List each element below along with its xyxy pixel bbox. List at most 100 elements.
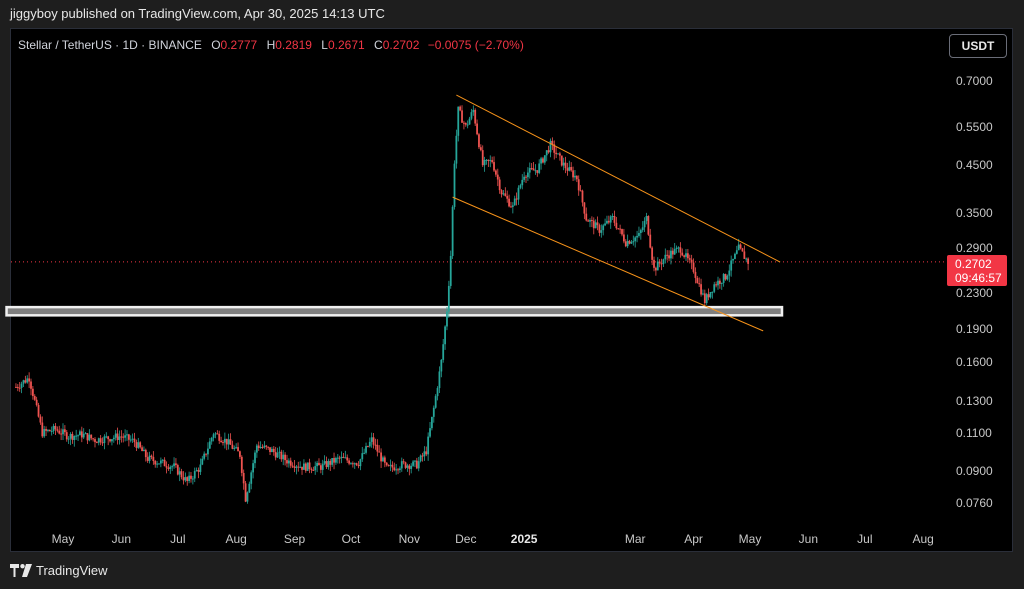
candle-body bbox=[129, 439, 132, 441]
candle-body bbox=[363, 452, 366, 454]
candle-body bbox=[165, 466, 168, 468]
open-value: 0.2777 bbox=[220, 38, 258, 52]
tradingview-logo[interactable]: TradingView bbox=[10, 563, 108, 578]
candle-body bbox=[647, 215, 650, 235]
candle-body bbox=[69, 433, 72, 439]
candle-body bbox=[82, 433, 85, 438]
candle-body bbox=[267, 446, 270, 448]
candle-body bbox=[126, 434, 128, 436]
currency-button[interactable]: USDT bbox=[949, 34, 1007, 58]
publisher-header: jiggyboy published on TradingView.com, A… bbox=[10, 6, 385, 21]
candle-body bbox=[711, 291, 714, 293]
chart-panel[interactable] bbox=[10, 28, 1013, 552]
candle-body bbox=[370, 437, 373, 442]
candle-body bbox=[619, 228, 622, 230]
candle-body bbox=[555, 152, 558, 155]
candle-body bbox=[158, 463, 160, 465]
candle-body bbox=[374, 444, 377, 446]
candle-body bbox=[457, 106, 460, 136]
candle-body bbox=[496, 174, 499, 180]
candle-body bbox=[22, 380, 25, 384]
candle-body bbox=[84, 433, 87, 435]
candle-body bbox=[175, 463, 177, 466]
candle-body bbox=[621, 229, 623, 235]
candle-body bbox=[67, 438, 70, 440]
y-tick-label: 0.1900 bbox=[956, 321, 993, 336]
candle-body bbox=[446, 311, 448, 327]
candle-body bbox=[24, 380, 27, 383]
candle-body bbox=[280, 451, 283, 460]
candle-body bbox=[101, 442, 104, 444]
candle-body bbox=[109, 439, 111, 442]
candle-body bbox=[636, 235, 638, 238]
y-tick-label: 0.1600 bbox=[956, 354, 993, 369]
candle-body bbox=[295, 466, 298, 468]
candle-body bbox=[97, 438, 100, 443]
symbol-legend: Stellar / TetherUS · 1D · BINANCE O0.277… bbox=[18, 38, 524, 52]
candle-body bbox=[737, 244, 740, 251]
candle-body bbox=[581, 190, 584, 203]
candle-body bbox=[265, 445, 268, 447]
candle-body bbox=[314, 466, 317, 471]
candle-body bbox=[54, 425, 57, 430]
candle-body bbox=[534, 170, 537, 172]
candle-body bbox=[152, 456, 155, 462]
support-zone bbox=[5, 305, 784, 317]
candle-body bbox=[495, 170, 497, 175]
candle-body bbox=[436, 388, 439, 397]
candle-body bbox=[30, 381, 32, 389]
candle-body bbox=[442, 344, 445, 360]
y-tick-label: 0.0900 bbox=[956, 463, 993, 478]
candle-body bbox=[434, 396, 437, 408]
candle-body bbox=[45, 428, 47, 431]
close-label: C bbox=[374, 38, 383, 52]
candle-body bbox=[77, 435, 79, 437]
candle-body bbox=[602, 225, 605, 231]
candle-body bbox=[487, 159, 490, 161]
candle-body bbox=[103, 436, 106, 443]
x-tick-label: 2025 bbox=[510, 532, 538, 546]
candle-body bbox=[246, 492, 249, 502]
candle-body bbox=[323, 461, 326, 464]
candle-body bbox=[592, 220, 595, 229]
candle-body bbox=[589, 220, 591, 222]
y-tick-label: 0.1100 bbox=[956, 425, 992, 440]
candle-body bbox=[683, 255, 686, 257]
candle-body bbox=[127, 434, 130, 440]
candle-body bbox=[626, 240, 629, 247]
candle-body bbox=[80, 431, 83, 438]
candle-body bbox=[71, 433, 74, 440]
candle-body bbox=[18, 387, 21, 389]
candle-body bbox=[240, 456, 243, 473]
candle-body bbox=[60, 433, 63, 435]
candle-body bbox=[220, 440, 223, 443]
candle-body bbox=[658, 261, 661, 264]
candle-body bbox=[696, 277, 699, 284]
y-tick-label: 0.7000 bbox=[956, 74, 993, 88]
candle-body bbox=[195, 470, 198, 472]
candle-body bbox=[303, 463, 305, 470]
y-tick-label: 0.3500 bbox=[956, 205, 993, 220]
x-tick-label: Mar bbox=[624, 532, 646, 546]
candle-body bbox=[382, 457, 384, 462]
candle-body bbox=[694, 271, 697, 278]
candle-body bbox=[547, 150, 550, 153]
candle-body bbox=[233, 447, 236, 449]
candle-body bbox=[493, 162, 495, 171]
candle-body bbox=[359, 459, 362, 467]
symbol-name[interactable]: Stellar / TetherUS · 1D · BINANCE bbox=[18, 38, 202, 52]
candle-body bbox=[205, 453, 207, 455]
candle-body bbox=[255, 445, 258, 453]
candle-body bbox=[286, 460, 288, 464]
candle-body bbox=[291, 465, 294, 467]
candle-body bbox=[557, 153, 559, 155]
candle-body bbox=[572, 170, 574, 178]
candle-body bbox=[26, 378, 29, 383]
candle-body bbox=[474, 109, 477, 124]
candle-body bbox=[272, 448, 275, 453]
candle-body bbox=[489, 160, 492, 162]
candle-body bbox=[201, 458, 204, 465]
candle-body bbox=[289, 460, 292, 466]
candle-body bbox=[596, 222, 599, 226]
